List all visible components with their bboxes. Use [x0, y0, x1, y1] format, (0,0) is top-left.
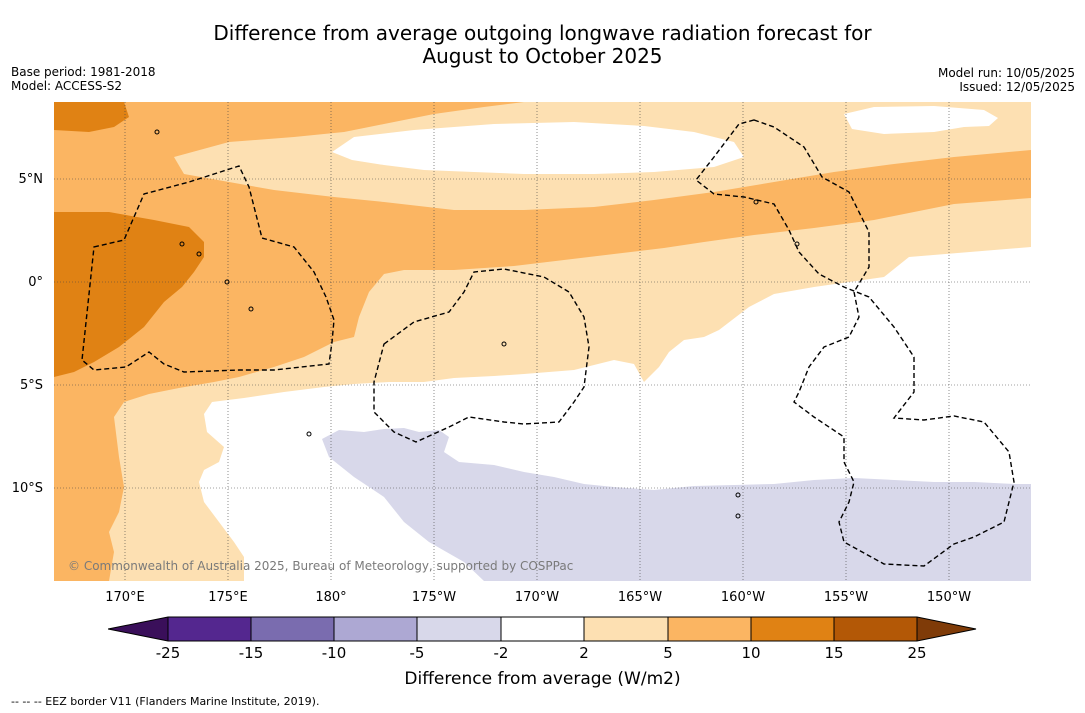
lon-label-175w: 175°W [411, 590, 457, 605]
island-dot [248, 306, 254, 312]
contour-neg-2-to-neg-5 [322, 428, 1031, 581]
model-run: Model run: 10/05/2025 [937, 66, 1075, 80]
island-dot [154, 129, 160, 135]
lon-label-180: 180° [315, 590, 347, 605]
lon-label-150w: 150°W [926, 590, 972, 605]
meta-right: Model run: 10/05/2025 Issued: 12/05/2025 [938, 66, 1075, 94]
colorbar-tick: -2 [493, 644, 509, 662]
lat-label-equator: 0° [28, 275, 43, 290]
island-dot [735, 513, 741, 519]
colorbar-swatch-10-15 [751, 617, 834, 641]
colorbar-outlines [108, 616, 977, 642]
islands [154, 129, 800, 519]
contour-neutral-north-pocket [332, 122, 744, 174]
colorbar-tick: 15 [824, 644, 844, 662]
island-dot [735, 492, 741, 498]
lon-label-175e: 175°E [208, 590, 248, 605]
eez-kiribati-line [695, 119, 1015, 567]
colorbar-swatch-n10-n5 [334, 617, 417, 641]
colorbar-tick: 25 [907, 644, 927, 662]
contour-5-to-10 [54, 102, 1031, 581]
eez-legend-note: -- -- -- EEZ border V11 (Flanders Marine… [11, 695, 320, 708]
colorbar-tick: 10 [741, 644, 761, 662]
colorbar-arrow-high [917, 617, 976, 641]
colorbar-tick: -15 [238, 644, 264, 662]
colorbar-arrow-low [108, 617, 168, 641]
map-title: Difference from average outgoing longwav… [0, 22, 1085, 68]
colorbar-swatch-n25-n15 [168, 617, 251, 641]
colorbar-tick: -25 [155, 644, 181, 662]
lat-label-5s: 5°S [19, 378, 43, 393]
colorbar-swatch-n5-n2 [417, 617, 501, 641]
lon-label-155w: 155°W [823, 590, 869, 605]
island-dot [179, 241, 185, 247]
lat-label-10s: 10°S [11, 481, 43, 496]
colorbar-swatch-2-5 [584, 617, 668, 641]
colorbar-swatch-15-25 [834, 617, 917, 641]
base-period: Base period: 1981-2018 [11, 65, 156, 79]
lon-label-170w: 170°W [514, 590, 560, 605]
contour-neutral-northeast-pocket [844, 106, 998, 134]
map-title-line-2: August to October 2025 [422, 44, 663, 68]
eez-borders [81, 119, 1015, 567]
lat-label-5n: 5°N [18, 172, 44, 187]
colorbar-tick: 2 [579, 644, 589, 662]
island-dot [501, 341, 507, 347]
issued-date: Issued: 12/05/2025 [959, 80, 1075, 94]
copyright-credit: © Commonwealth of Australia 2025, Bureau… [68, 559, 574, 573]
island-dot [224, 279, 230, 285]
lon-label-170e: 170°E [105, 590, 145, 605]
island-dot [794, 241, 800, 247]
colorbar-swatch-n15-n10 [251, 617, 334, 641]
colorbar-tick: 5 [663, 644, 673, 662]
colorbar-swatch-5-10 [668, 617, 751, 641]
meta-left: Base period: 1981-2018 Model: ACCESS-S2 [11, 65, 156, 93]
colorbar-tick: -10 [321, 644, 347, 662]
island-dot [196, 251, 202, 257]
eez-kiribati-gilberts [81, 165, 335, 373]
island-dot [306, 431, 312, 437]
eez-tokelau [373, 268, 590, 443]
map-title-line-1: Difference from average outgoing longwav… [213, 21, 872, 45]
model-name: Model: ACCESS-S2 [11, 79, 123, 93]
colorbar [108, 616, 977, 642]
gridlines [54, 102, 1031, 581]
island-dot [753, 199, 759, 205]
contour-10-to-15 [54, 102, 204, 377]
colorbar-tick: -5 [409, 644, 425, 662]
colorbar-title: Difference from average (W/m2) [404, 669, 681, 689]
lon-label-160w: 160°W [720, 590, 766, 605]
anomaly-map [54, 102, 1031, 581]
colorbar-swatch-n2-2 [501, 617, 584, 641]
lon-label-165w: 165°W [617, 590, 663, 605]
